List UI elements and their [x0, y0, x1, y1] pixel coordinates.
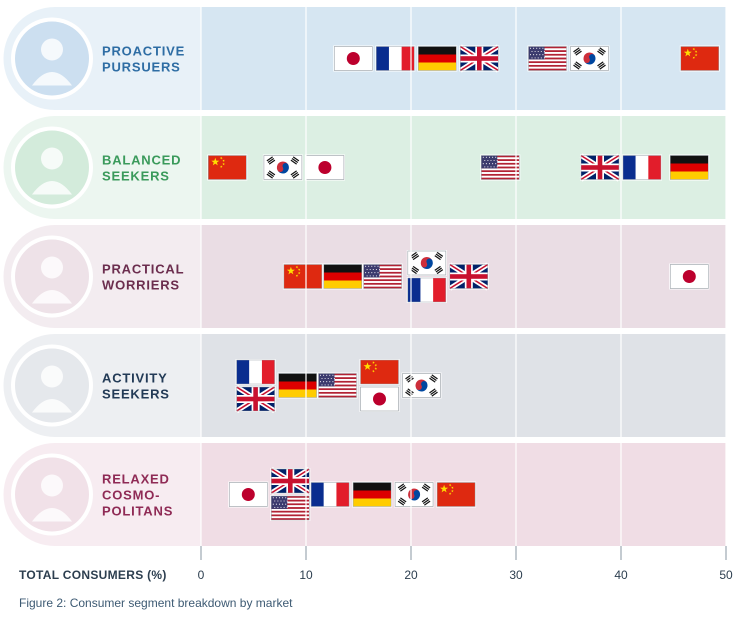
- flag-usa-icon: [317, 372, 358, 399]
- flag-france-icon: [622, 154, 662, 181]
- flag-germany-icon: [322, 263, 363, 290]
- flag-uk-icon: [458, 44, 500, 73]
- flag-china-icon: [207, 154, 248, 181]
- segment-label-line: PURSUERS: [102, 60, 181, 75]
- x-axis-title: TOTAL CONSUMERS (%): [19, 568, 167, 582]
- avatar-head-icon: [41, 474, 63, 497]
- avatar-body-icon: [32, 399, 72, 413]
- avatar-body-icon: [32, 72, 72, 86]
- segment-label-line: SEEKERS: [102, 169, 170, 184]
- segment-label-line: PROACTIVE: [102, 44, 185, 59]
- x-tick-label: 50: [719, 568, 733, 582]
- flag-china-icon: [282, 263, 323, 290]
- flag-germany-icon: [277, 372, 318, 399]
- flag-japan-icon: [359, 386, 400, 412]
- avatar-head-icon: [41, 147, 63, 170]
- x-tick-label: 20: [404, 568, 418, 582]
- segment-label-line: RELAXED: [102, 472, 170, 487]
- flag-south-korea-icon: [401, 372, 442, 399]
- segment-label-line: BALANCED: [102, 153, 181, 168]
- segment-label-line: SEEKERS: [102, 387, 170, 402]
- flag-japan-icon: [333, 45, 374, 72]
- flag-japan-icon: [228, 481, 269, 508]
- flag-china-icon: [436, 481, 477, 508]
- avatar-body-icon: [32, 508, 72, 522]
- figure-caption: Figure 2: Consumer segment breakdown by …: [19, 596, 293, 610]
- flag-france-icon: [310, 481, 351, 508]
- avatar-head-icon: [41, 256, 63, 279]
- segment-label-line: WORRIERS: [102, 278, 180, 293]
- segment-label-line: POLITANS: [102, 504, 173, 519]
- flag-france-icon: [406, 277, 447, 303]
- flag-usa-icon: [527, 45, 568, 72]
- flag-south-korea-icon: [406, 250, 447, 276]
- x-tick-label: 0: [198, 568, 205, 582]
- flag-uk-icon: [235, 384, 276, 414]
- segment-chart: PROACTIVEPURSUERSBALANCEDSEEKERSPRACTICA…: [3, 7, 733, 582]
- flag-usa-icon: [480, 154, 521, 181]
- flag-china-icon: [679, 45, 720, 72]
- segment-label-line: COSMO-: [102, 488, 160, 503]
- flag-germany-icon: [352, 481, 393, 508]
- flag-usa-icon: [270, 495, 311, 521]
- flag-uk-icon: [579, 153, 621, 182]
- flag-japan-icon: [669, 263, 710, 290]
- flag-france-icon: [235, 359, 276, 385]
- segment-label-line: PRACTICAL: [102, 262, 184, 277]
- x-tick-label: 10: [299, 568, 313, 582]
- avatar-head-icon: [41, 38, 63, 61]
- x-tick-label: 40: [614, 568, 628, 582]
- x-tick-label: 30: [509, 568, 523, 582]
- flag-uk-icon: [269, 466, 311, 496]
- avatar-head-icon: [41, 365, 63, 388]
- flag-france-icon: [375, 45, 416, 72]
- flag-south-korea-icon: [569, 45, 610, 72]
- flag-uk-icon: [448, 262, 490, 291]
- segment-label-line: ACTIVITY: [102, 371, 168, 386]
- flag-germany-icon: [669, 154, 710, 181]
- avatar-body-icon: [32, 290, 72, 304]
- flag-south-korea-icon: [262, 154, 303, 181]
- avatar-body-icon: [32, 181, 72, 195]
- flag-germany-icon: [417, 45, 458, 72]
- flag-south-korea-icon: [394, 481, 435, 508]
- flag-japan-icon: [304, 154, 345, 181]
- flag-china-icon: [359, 359, 400, 385]
- flag-usa-icon: [362, 263, 403, 290]
